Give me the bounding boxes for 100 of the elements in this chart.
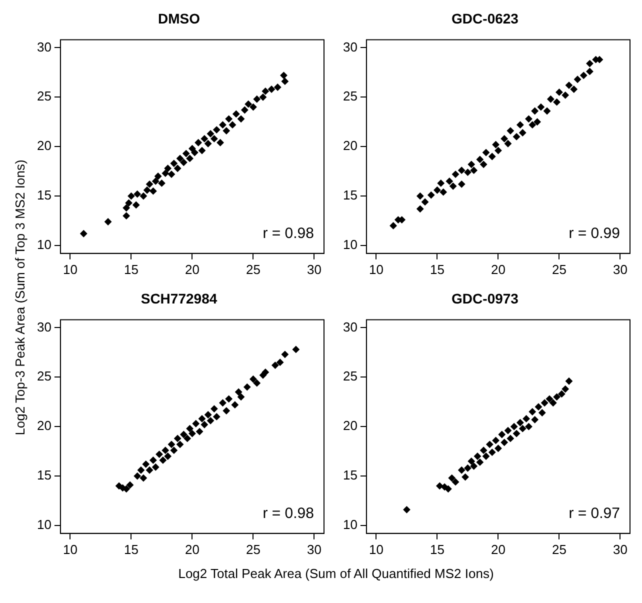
point	[558, 390, 566, 398]
point	[156, 450, 163, 458]
y-tick-label: 10	[36, 237, 52, 252]
point	[140, 192, 147, 200]
point	[128, 192, 135, 200]
x-tick-label: 10	[368, 542, 384, 557]
point	[198, 147, 206, 154]
x-tick-label: 25	[246, 262, 260, 277]
point	[213, 126, 220, 134]
point	[126, 481, 134, 488]
point	[538, 409, 546, 416]
point	[204, 411, 212, 418]
point	[488, 152, 496, 160]
y-axis-title: Log2 Top-3 Peak Area (Sum of Top 3 MS2 Ions)	[12, 158, 28, 438]
point	[458, 166, 466, 174]
chart-title: GDC-0973	[452, 290, 519, 306]
y-tick-label: 20	[36, 138, 52, 154]
point	[191, 149, 198, 156]
point	[519, 129, 526, 136]
y-tick-label: 20	[342, 418, 358, 434]
point	[281, 78, 288, 85]
y-tick-label: 25	[36, 88, 52, 104]
point	[562, 386, 569, 393]
x-tick-label: 25	[246, 542, 260, 557]
point	[125, 199, 132, 206]
x-tick-label: 15	[430, 262, 444, 277]
point	[250, 376, 257, 383]
point	[244, 100, 252, 108]
point	[207, 417, 214, 424]
y-tick-label: 25	[342, 88, 358, 104]
x-tick-label: 20	[490, 542, 506, 557]
point	[436, 482, 444, 490]
point	[486, 440, 494, 448]
point	[232, 110, 240, 118]
point	[531, 416, 538, 424]
point	[150, 456, 157, 464]
x-tick-label: 10	[62, 262, 78, 277]
point	[222, 127, 230, 134]
point	[194, 139, 202, 146]
point	[176, 440, 184, 448]
x-tick-label: 15	[124, 542, 138, 557]
y-tick-label: 20	[36, 418, 52, 434]
point	[200, 135, 208, 142]
point	[468, 458, 475, 465]
point	[553, 98, 560, 106]
point	[462, 474, 469, 481]
x-tick-label: 20	[184, 542, 200, 557]
point	[140, 474, 147, 482]
point	[182, 150, 190, 158]
point	[500, 438, 508, 446]
point	[480, 160, 488, 168]
point	[168, 170, 175, 178]
point	[134, 190, 141, 198]
point	[150, 188, 157, 195]
point	[450, 182, 457, 190]
point	[504, 140, 512, 148]
x-tick-label: 10	[62, 542, 78, 557]
point	[482, 149, 490, 156]
x-tick-label: 25	[552, 262, 566, 277]
x-tick-label: 15	[124, 262, 138, 277]
point	[580, 72, 588, 79]
point	[210, 135, 218, 142]
y-tick-label: 25	[342, 368, 358, 384]
point	[403, 506, 410, 514]
point	[506, 127, 514, 134]
point	[500, 135, 508, 142]
point	[235, 388, 242, 396]
x-tick-label: 30	[613, 262, 628, 277]
point	[144, 186, 151, 194]
y-tick-label: 25	[36, 368, 52, 384]
point	[468, 160, 475, 168]
point	[154, 172, 162, 180]
y-tick-label: 15	[342, 188, 358, 203]
y-tick-label: 30	[36, 319, 52, 334]
point	[146, 466, 154, 474]
point	[262, 368, 269, 376]
point	[570, 86, 578, 93]
point	[198, 415, 206, 422]
point	[416, 205, 424, 212]
point	[146, 180, 154, 188]
point	[219, 121, 226, 128]
point	[225, 115, 232, 122]
annotation: r = 0.99	[568, 225, 620, 242]
chart-title: SCH772984	[140, 290, 218, 306]
point	[280, 72, 288, 79]
point	[476, 458, 484, 466]
point	[498, 431, 506, 438]
point	[225, 395, 232, 402]
annotation: r = 0.98	[262, 225, 314, 242]
point	[537, 104, 544, 111]
point	[186, 425, 194, 432]
point	[238, 393, 245, 400]
point	[204, 140, 212, 148]
point	[174, 164, 182, 172]
y-tick-label: 30	[36, 39, 52, 54]
y-tick-label: 10	[36, 517, 52, 532]
point	[541, 399, 548, 406]
point	[446, 178, 453, 185]
point	[525, 423, 532, 430]
chart-title: DMSO	[158, 10, 200, 26]
